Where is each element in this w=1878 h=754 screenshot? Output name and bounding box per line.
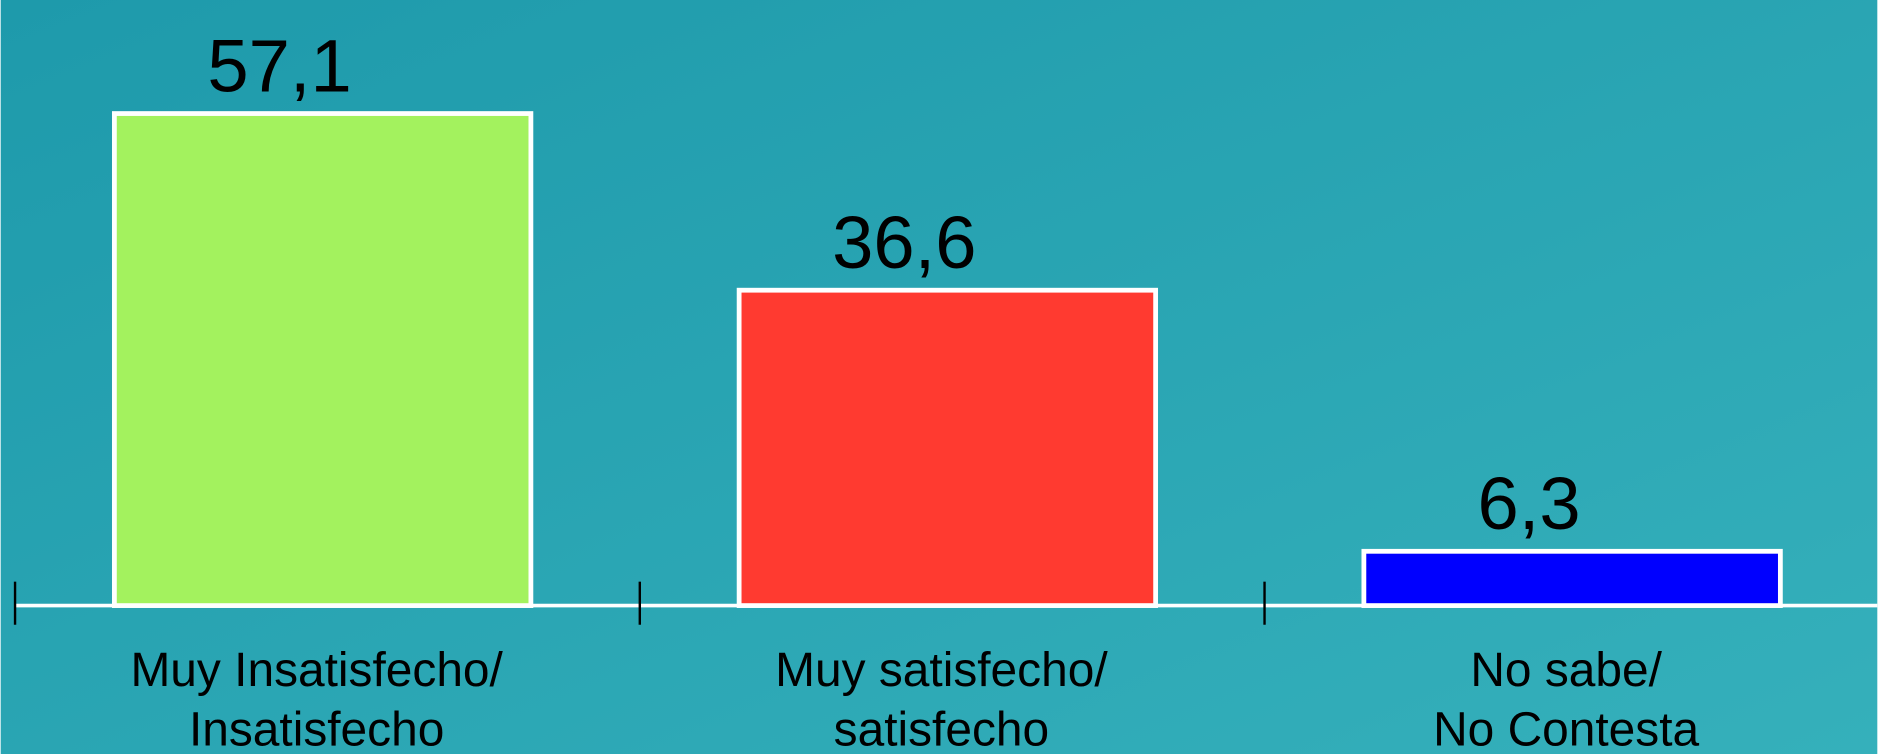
x-tick-label: Muy Insatisfecho/ <box>130 644 503 697</box>
x-tick-label: No Contesta <box>1433 704 1699 754</box>
value-label: 36,6 <box>832 201 976 284</box>
value-label: 6,3 <box>1477 462 1580 545</box>
bar <box>1361 548 1783 608</box>
x-tick-label: Muy satisfecho/ <box>775 644 1108 697</box>
bar <box>111 111 534 608</box>
bar <box>736 287 1159 608</box>
x-tick-label: No sabe/ <box>1470 644 1662 697</box>
x-tick-label: satisfecho <box>834 704 1049 754</box>
x-tick-label: Insatisfecho <box>189 704 444 754</box>
value-label: 57,1 <box>207 24 351 107</box>
